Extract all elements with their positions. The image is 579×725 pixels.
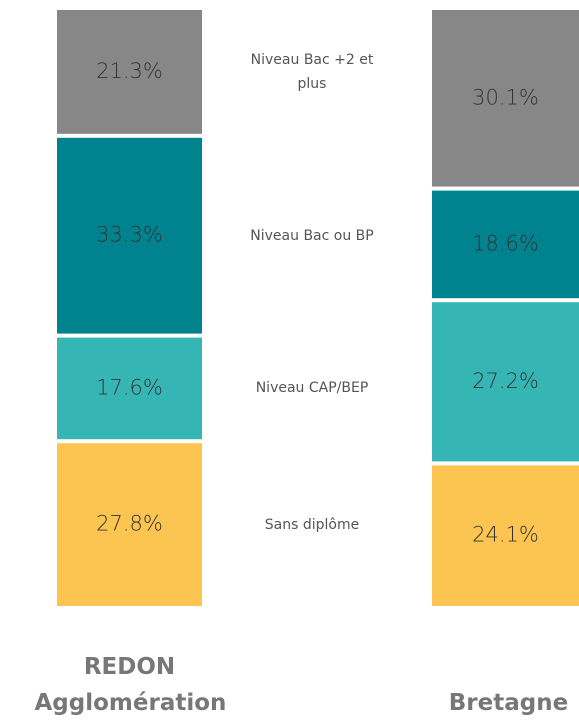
- value-label: 21.3%: [96, 59, 163, 83]
- bar-segment: [432, 10, 579, 187]
- value-label: 27.2%: [472, 369, 539, 393]
- series-label: Sans diplôme: [264, 516, 360, 533]
- category-label: Bretagne: [448, 690, 569, 716]
- value-label: 18.6%: [472, 231, 539, 255]
- bar-segment: [57, 337, 202, 440]
- bar-segment: [57, 10, 202, 134]
- bar-segment: [432, 465, 579, 606]
- value-label: 17.6%: [96, 375, 163, 399]
- category-label: REDON Agglomération: [34, 654, 227, 716]
- series-label: Niveau CAP/BEP: [255, 380, 369, 397]
- value-label: 24.1%: [472, 523, 539, 547]
- value-label: 27.8%: [96, 512, 163, 536]
- series-label: Niveau Bac +2 et plus: [250, 51, 374, 92]
- bar-segment: [57, 137, 202, 334]
- series-label: Niveau Bac ou BP: [250, 227, 374, 244]
- bar-segment: [432, 302, 579, 462]
- bar-segment: [57, 443, 202, 606]
- value-label: 30.1%: [472, 85, 539, 109]
- bar-segment: [432, 190, 579, 299]
- value-label: 33.3%: [96, 223, 163, 247]
